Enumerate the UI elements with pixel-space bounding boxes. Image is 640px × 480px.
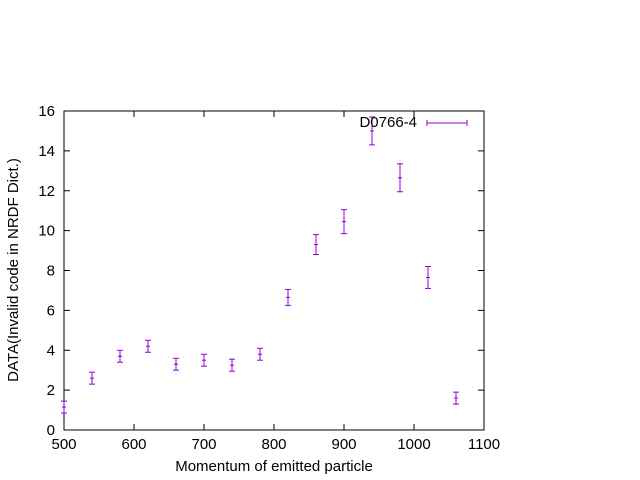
axis-ticks xyxy=(63,110,485,431)
data-point xyxy=(313,234,319,256)
y-tick-label: 10 xyxy=(38,223,55,240)
data-point xyxy=(145,339,151,353)
x-tick-label: 600 xyxy=(121,436,146,453)
data-points xyxy=(61,116,459,414)
y-axis-label: DATA(Invalid code in NRDF Dict.) xyxy=(5,158,22,382)
data-point xyxy=(397,163,403,193)
x-tick-label: 800 xyxy=(261,436,286,453)
x-tick-label: 1100 xyxy=(468,436,500,453)
data-point xyxy=(453,391,459,405)
x-tick-label: 500 xyxy=(51,436,76,453)
data-point xyxy=(369,116,375,146)
y-tick-label: 14 xyxy=(38,143,55,160)
data-point xyxy=(61,400,67,414)
y-tick-label: 6 xyxy=(47,302,55,319)
y-tick-label: 12 xyxy=(38,183,55,200)
y-tick-label: 4 xyxy=(47,342,55,359)
y-tick-label: 2 xyxy=(47,382,55,399)
data-point xyxy=(285,288,291,306)
legend: D0766-4 xyxy=(359,114,468,131)
data-point xyxy=(173,357,179,371)
y-tick-label: 16 xyxy=(38,103,55,120)
plot-frame xyxy=(63,110,485,431)
x-tick-label: 700 xyxy=(191,436,216,453)
data-point xyxy=(425,266,431,289)
data-point xyxy=(201,353,207,367)
x-tick-label: 1000 xyxy=(397,436,430,453)
data-point xyxy=(229,358,235,372)
data-point xyxy=(257,347,263,361)
x-tick-label: 900 xyxy=(331,436,356,453)
y-tick-label: 8 xyxy=(47,263,55,280)
data-point xyxy=(117,349,123,363)
data-point xyxy=(341,209,347,235)
legend-sample xyxy=(426,120,468,126)
tick-labels: 500 600 700 800 900 1000 1100 0 2 4 6 8 10 12 14 16 xyxy=(38,103,500,453)
y-tick-label: 0 xyxy=(47,422,55,439)
legend-label: D0766-4 xyxy=(359,114,417,131)
x-axis-label: Momentum of emitted particle xyxy=(175,458,373,475)
data-point xyxy=(89,371,95,385)
